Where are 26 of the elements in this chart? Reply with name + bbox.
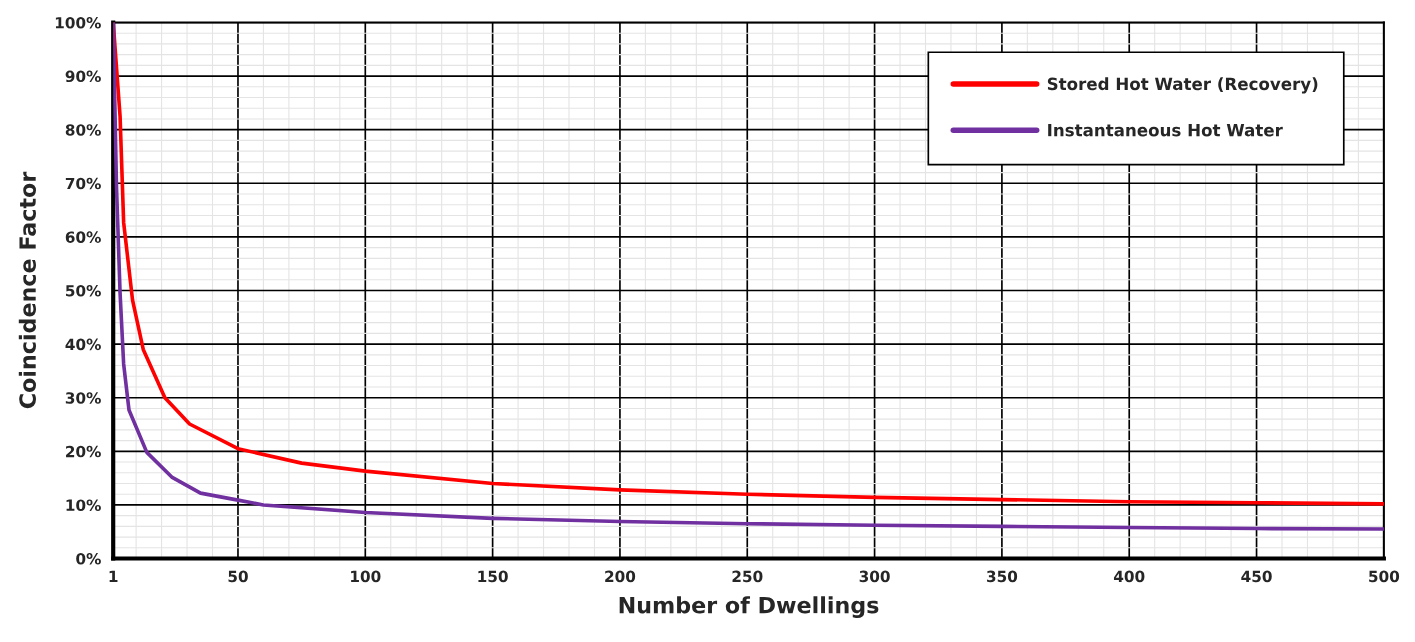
x-axis-title: Number of Dwellings (619, 596, 879, 618)
y-tick-label: 30% (65, 392, 101, 404)
x-tick-label: 500 (1369, 570, 1400, 583)
y-tick-label: 0% (76, 553, 101, 565)
y-axis-title: Coincidence Factor (18, 171, 36, 409)
x-tick-label: 100 (351, 570, 381, 583)
y-tick-label: 70% (65, 177, 101, 190)
x-tick-label: 50 (228, 570, 248, 583)
x-tick-label: 200 (605, 570, 636, 583)
x-tick-label: 400 (1113, 570, 1145, 583)
y-tick-label: 50% (66, 284, 101, 297)
legend-label: Stored Hot Water (Recovery) (1047, 77, 1318, 94)
x-tick-label: 150 (478, 570, 508, 583)
x-tick-label: 450 (1241, 570, 1272, 583)
x-tick-label: 350 (986, 570, 1018, 583)
y-tick-label: 90% (65, 70, 101, 83)
y-tick-label: 40% (65, 338, 101, 351)
x-tick-label: 250 (732, 570, 763, 583)
x-tick-label: 300 (859, 570, 890, 583)
y-tick-label: 10% (66, 499, 101, 511)
y-tick-label: 20% (66, 445, 101, 458)
y-tick-label: 60% (65, 231, 101, 243)
y-tick-label: 100% (55, 16, 101, 29)
y-tick-label: 80% (65, 124, 101, 136)
legend-label: Instantaneous Hot Water (1048, 124, 1283, 137)
x-tick-label: 1 (109, 570, 118, 582)
